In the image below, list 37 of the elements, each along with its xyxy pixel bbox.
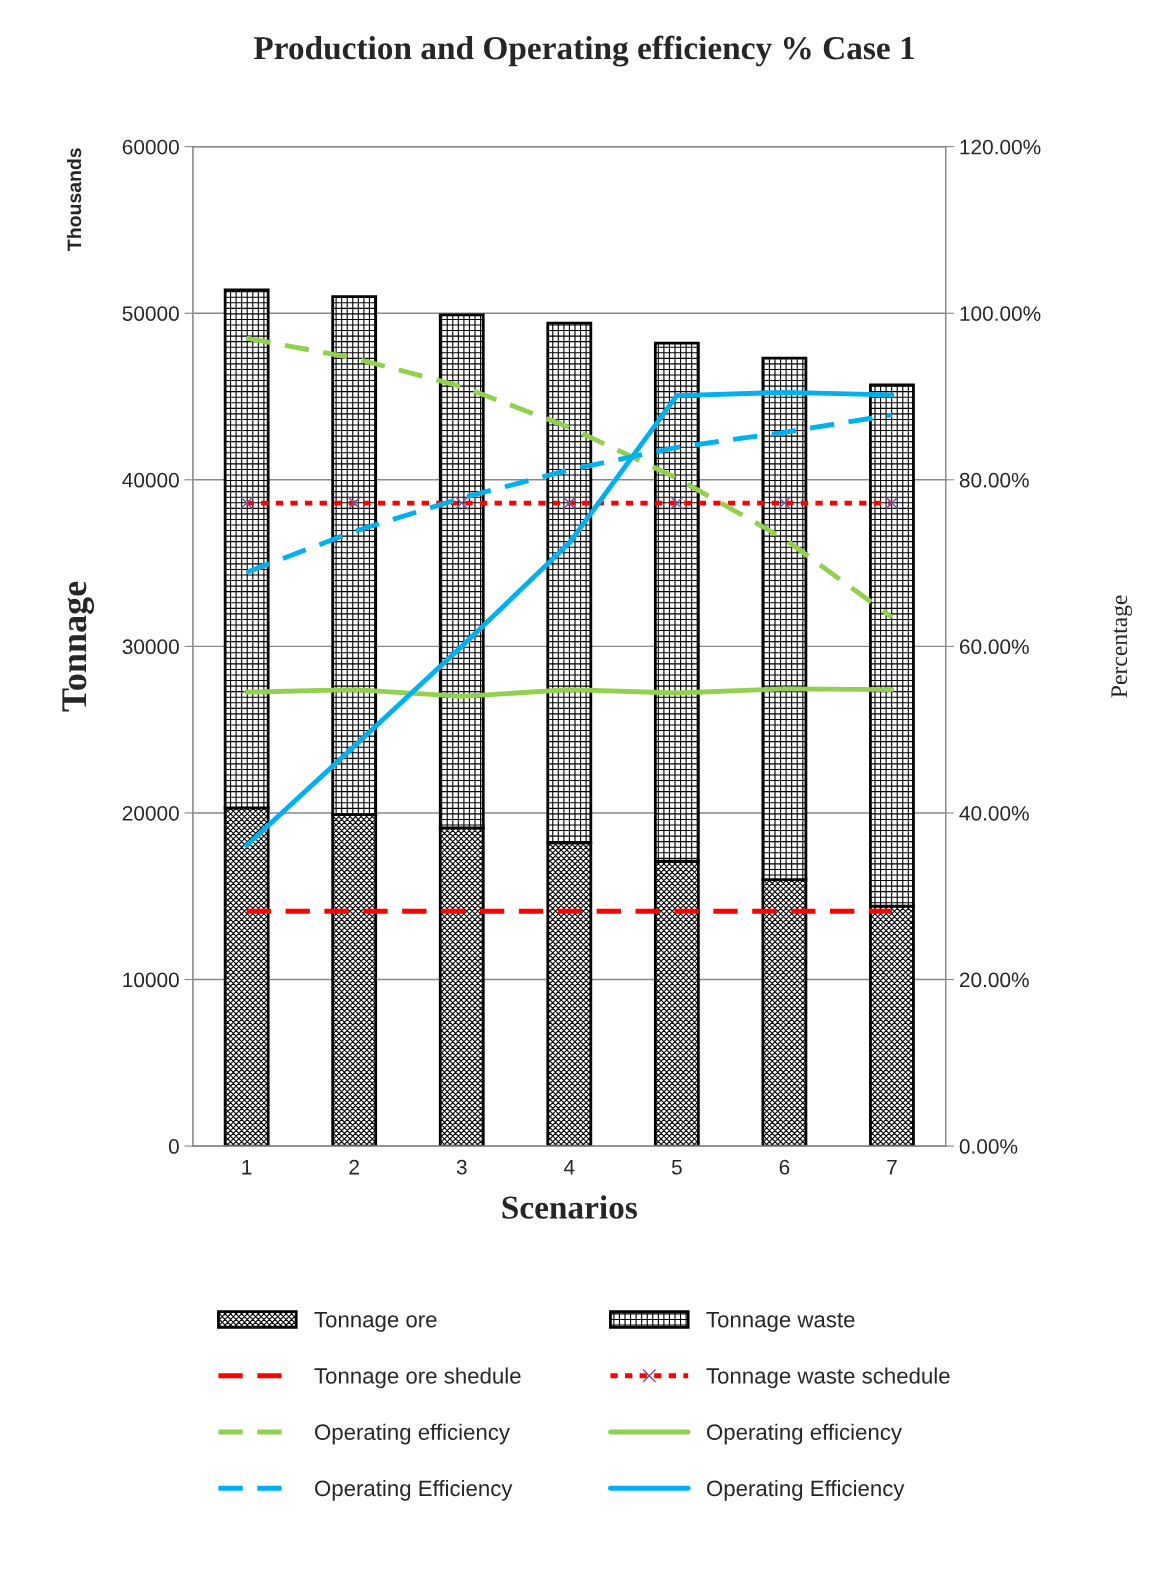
y2-axis-title: Percentage	[1111, 595, 1133, 698]
legend-label: Tonnage ore shedule	[314, 1367, 521, 1389]
text: Thousands	[66, 148, 82, 251]
legend-label: Tonnage ore	[314, 1311, 437, 1332]
line-series	[244, 686, 895, 699]
y2-tick-label: 100.00%	[960, 306, 1041, 321]
y-tick-label: 30000	[122, 639, 179, 655]
x-tick-label: 5	[671, 1160, 682, 1175]
line-series	[244, 335, 895, 620]
y2-tick-label: 60.00%	[959, 639, 1029, 655]
y2-tick-label: 0.00%	[959, 1139, 1018, 1154]
y-tick-label: 0	[168, 1139, 179, 1154]
legend-label: Operating efficiency	[315, 1423, 510, 1445]
y2-tick-label: 40.00%	[959, 805, 1029, 821]
y2-tick-label: 120.00%	[960, 139, 1041, 155]
line-series	[244, 389, 895, 848]
y-tick-label: 50000	[122, 306, 179, 321]
legend-label: Tonnage waste	[706, 1311, 855, 1332]
x-tick-label: 4	[563, 1160, 575, 1175]
x-tick-label: 7	[887, 1160, 897, 1175]
y-tick-label: 60000	[122, 139, 179, 155]
y-axis-title: Tonnage	[62, 581, 94, 712]
x-tick-label: 2	[349, 1159, 359, 1175]
chart-title: Production and Operating efficiency % Case 1	[253, 35, 914, 67]
y-tick-label: 10000	[123, 972, 179, 988]
legend-label: Operating Efficiency	[707, 1479, 905, 1501]
y2-tick-label: 20.00%	[959, 972, 1029, 988]
legend-label: Tonnage waste schedule	[706, 1367, 950, 1389]
legend-label: Operating Efficiency	[315, 1479, 513, 1501]
x-tick-label: 1	[242, 1160, 252, 1175]
y-tick-label: 40000	[122, 472, 179, 488]
y2-tick-label: 80.00%	[959, 472, 1029, 488]
x-axis-title: Scenarios	[502, 1195, 637, 1219]
x-tick-label: 6	[779, 1159, 790, 1175]
legend-label: Operating efficiency	[707, 1423, 902, 1445]
y-tick-label: 20000	[122, 805, 179, 821]
x-tick-label: 3	[456, 1159, 467, 1175]
